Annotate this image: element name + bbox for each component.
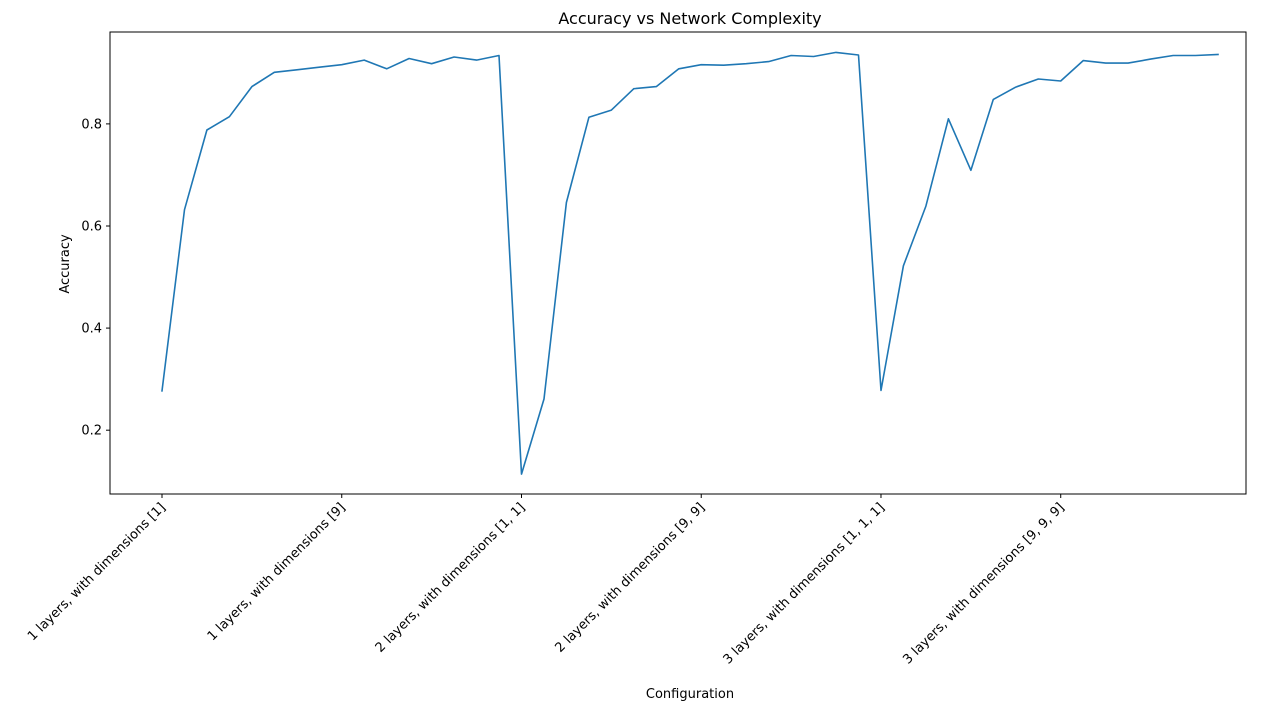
series-layer <box>161 51 1219 475</box>
accuracy-series-line <box>161 51 1219 475</box>
y-axis: 0.2 0.4 0.6 0.8 <box>81 117 110 439</box>
y-tick-label: 0.6 <box>81 219 102 234</box>
x-tick-label: 1 layers, with dimensions [9] <box>205 500 349 644</box>
plot-frame <box>109 31 1247 495</box>
chart-title: Accuracy vs Network Complexity <box>558 9 821 28</box>
x-tick-label: 2 layers, with dimensions [1, 1] <box>373 500 529 656</box>
x-tick-label: 3 layers, with dimensions [1, 1, 1] <box>721 500 888 667</box>
y-axis-label: Accuracy <box>58 234 73 294</box>
x-tick-label: 1 layers, with dimensions [1] <box>25 500 169 644</box>
x-axis-label: Configuration <box>646 687 734 702</box>
plot-area <box>109 31 1247 495</box>
y-tick-label: 0.4 <box>81 322 102 337</box>
y-tick-label: 0.8 <box>81 117 102 132</box>
x-tick-label: 3 layers, with dimensions [9, 9, 9] <box>900 500 1067 667</box>
x-axis: 1 layers, with dimensions [1] 1 layers, w… <box>25 494 1068 667</box>
y-tick-label: 0.2 <box>81 424 102 439</box>
x-tick-label: 2 layers, with dimensions [9, 9] <box>553 500 709 656</box>
